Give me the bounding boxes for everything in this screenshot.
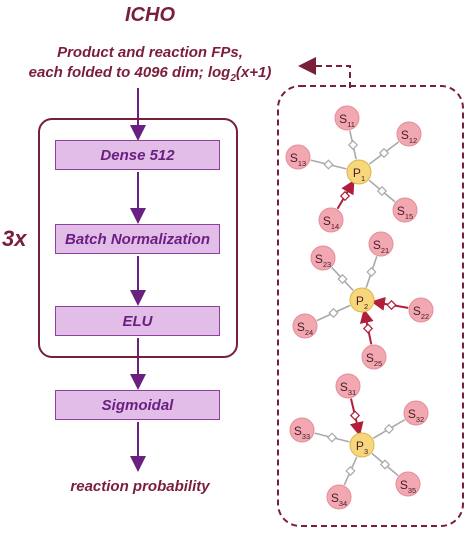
substrate-label: S33 [294,424,310,441]
input-description-suffix: (x+1) [235,64,272,81]
substrate-label: S24 [297,320,313,337]
bond-diamond-icon [379,459,391,470]
substrate-label: S15 [397,204,413,221]
layer-elu: ELU [55,306,220,336]
bond-diamond-icon [326,432,338,443]
substrate-label: S13 [290,151,306,168]
layer-dense: Dense 512 [55,140,220,170]
cluster-2: S21 S22 S23 S24 S25 P2 [292,231,434,370]
substrate-node [310,245,336,271]
substrate-node [395,471,421,497]
substrate-label: S23 [315,252,331,269]
substrate-label: S34 [331,491,347,508]
substrate-label: S22 [413,304,429,321]
product-label: P3 [356,439,368,456]
product-node [346,159,372,185]
output-label: reaction probability [70,478,210,495]
substrate-node [326,484,352,510]
bond-diamond-icon [345,465,356,477]
substrate-node [403,400,429,426]
product-node [349,287,375,313]
repeat-count-label: 3x [2,226,27,251]
cluster-1: S11 S12 S13 S14 S15 P1 [285,105,422,233]
substrate-node [396,121,422,147]
substrate-label: S35 [400,478,416,495]
product-label: P2 [356,294,368,311]
bond-diamond-icon [339,190,351,202]
product-node [349,432,375,458]
cluster-3: S31 S32 S33 S34 S35 P3 [289,373,429,510]
substrate-node [289,417,315,443]
repeated-block-frame [38,118,238,358]
layer-batch-normalization: Batch Normalization [55,224,220,254]
substrate-node [392,197,418,223]
input-description-prefix: each folded to 4096 dim; log [28,64,231,81]
substrate-node [292,313,318,339]
substrate-node [334,105,360,131]
substrate-node [361,344,387,370]
log-base-subscript: 2 [230,73,236,84]
substrate-label: S21 [373,238,389,255]
bond-diamond-icon [383,423,395,435]
input-description-line2: each folded to 4096 dim; log2(x+1) [0,64,300,84]
bond-diamond-icon [323,159,334,170]
bond-diamond-icon [386,299,397,311]
bond-diamond-icon [366,266,377,278]
bond-diamond-icon [376,185,388,197]
substrate-node [408,297,434,323]
substrate-node [335,373,361,399]
substrate-node [368,231,394,257]
dashed-feedback-arrow [298,57,351,88]
substrate-label: S31 [340,380,356,397]
bond-diamond-icon [362,323,374,334]
substrate-node [285,144,311,170]
bond-diamond-icon [347,139,359,151]
bond-diamond-icon [378,147,390,159]
reaction-graph-frame [277,85,464,527]
bond-diamond-icon [337,273,348,285]
substrate-label: S25 [366,351,382,368]
diagram-title: ICHO [125,4,175,26]
substrate-label: S32 [408,407,424,424]
layer-sigmoidal: Sigmoidal [55,390,220,420]
bond-diamond-icon [328,307,339,319]
substrate-node [318,207,344,233]
substrate-label: S12 [401,128,417,145]
product-label: P1 [353,166,365,183]
substrate-label: S14 [323,214,339,231]
substrate-label: S11 [339,112,355,129]
input-description-line1: Product and reaction FPs, [57,44,243,61]
bond-diamond-icon [349,410,361,421]
